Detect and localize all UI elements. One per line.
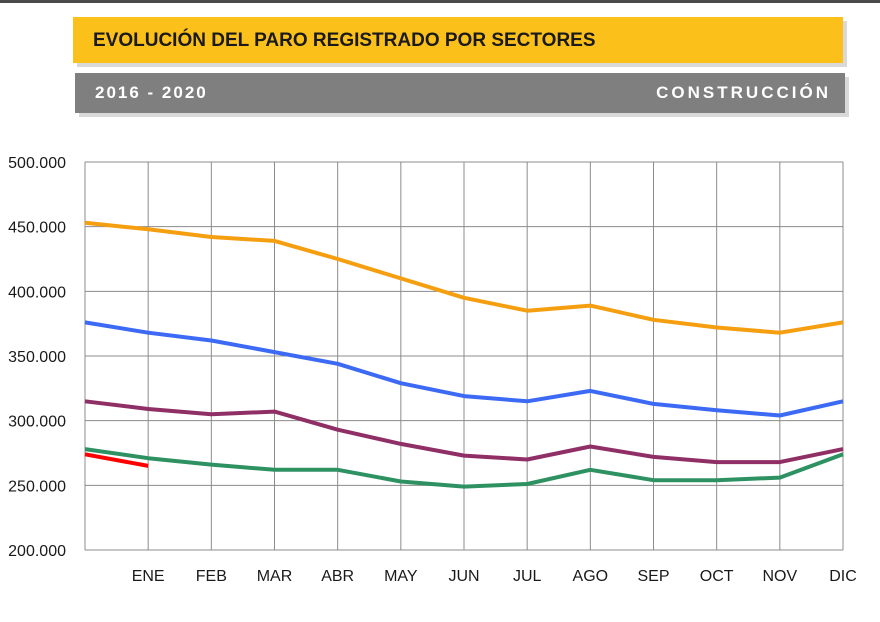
x-tick-label: ENE <box>132 568 165 585</box>
x-tick-label: JUN <box>448 568 479 585</box>
series-line-5 <box>84 452 149 468</box>
series-line-2 <box>84 320 844 418</box>
series-line-4 <box>84 447 844 489</box>
x-tick-label: AGO <box>573 568 609 585</box>
y-tick-label: 500.000 <box>8 155 66 172</box>
sector-label: CONSTRUCCIÓN <box>656 83 831 102</box>
y-tick-label: 400.000 <box>8 284 66 301</box>
x-tick-label: MAY <box>384 568 418 585</box>
x-tick-label: DIC <box>829 568 857 585</box>
period-label: 2016 - 2020 <box>95 83 208 102</box>
x-tick-label: ABR <box>321 568 354 585</box>
x-tick-label: FEB <box>196 568 227 585</box>
y-tick-label: 200.000 <box>8 543 66 560</box>
x-tick-label: NOV <box>762 568 797 585</box>
x-tick-label: SEP <box>637 568 669 585</box>
subtitle-banner: 2016 - 2020 CONSTRUCCIÓN <box>75 73 845 113</box>
series-line-3 <box>84 399 844 465</box>
y-tick-label: 450.000 <box>8 220 66 237</box>
x-tick-label: MAR <box>257 568 293 585</box>
y-tick-label: 250.000 <box>8 478 66 495</box>
x-tick-label: OCT <box>700 568 734 585</box>
series-line-1 <box>84 220 844 335</box>
x-tick-label: JUL <box>513 568 542 585</box>
chart-title: EVOLUCIÓN DEL PARO REGISTRADO POR SECTOR… <box>93 30 596 51</box>
y-tick-label: 300.000 <box>8 414 66 431</box>
y-tick-label: 350.000 <box>8 349 66 366</box>
title-banner: EVOLUCIÓN DEL PARO REGISTRADO POR SECTOR… <box>73 17 843 63</box>
top-rule <box>0 0 880 3</box>
